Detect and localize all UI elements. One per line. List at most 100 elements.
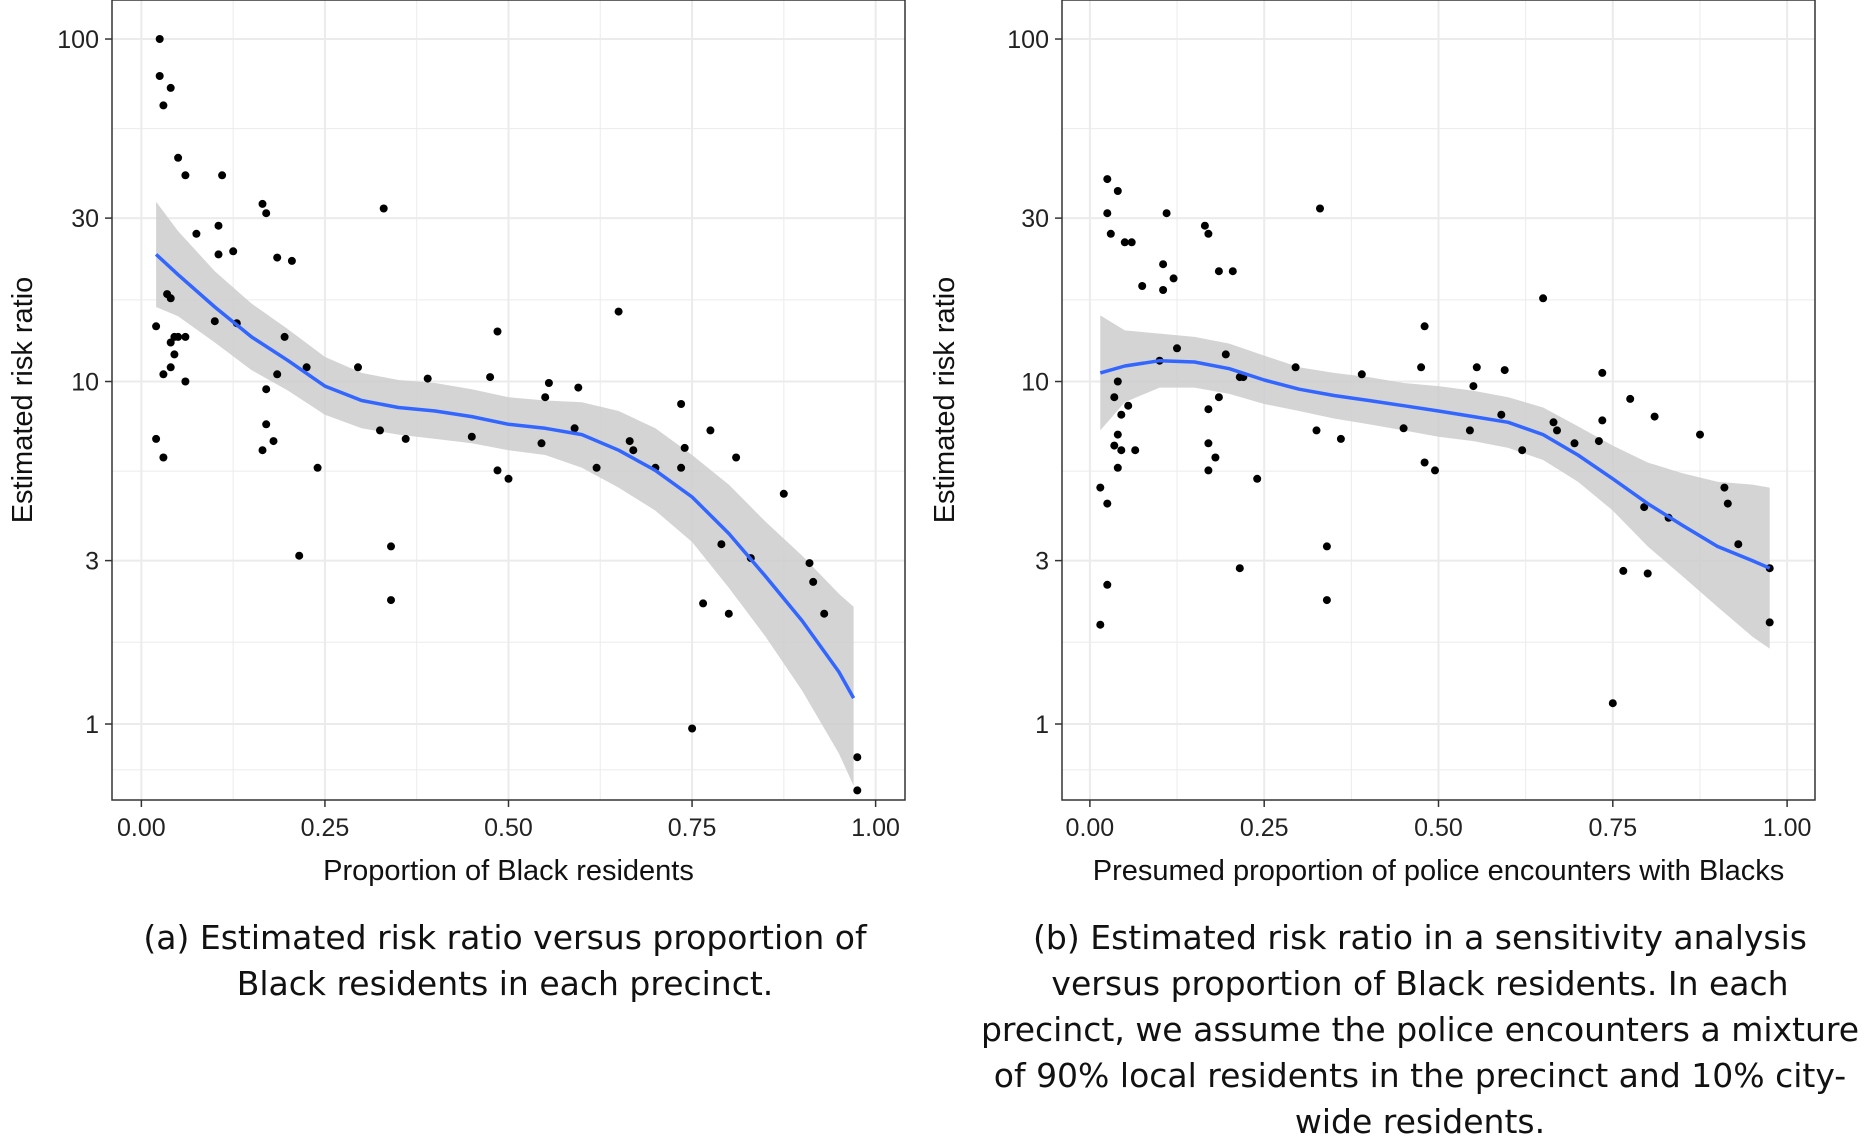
data-point bbox=[1549, 418, 1558, 427]
x-tick-label: 0.75 bbox=[668, 814, 717, 842]
data-point bbox=[1204, 405, 1213, 414]
data-point bbox=[295, 551, 304, 560]
data-point bbox=[1696, 430, 1704, 439]
data-point bbox=[688, 724, 697, 733]
data-point bbox=[1103, 209, 1112, 218]
data-point bbox=[537, 439, 546, 448]
x-tick-label: 1.00 bbox=[1763, 814, 1812, 842]
x-axis-title: Proportion of Black residents bbox=[323, 855, 694, 887]
data-point bbox=[1420, 322, 1429, 331]
data-point bbox=[218, 171, 227, 180]
data-point bbox=[1336, 434, 1345, 443]
confidence-band bbox=[1100, 315, 1770, 649]
data-point bbox=[1539, 294, 1548, 303]
data-point bbox=[229, 247, 238, 256]
data-point bbox=[152, 434, 161, 443]
data-point bbox=[724, 609, 733, 618]
data-point bbox=[1417, 363, 1426, 372]
data-point bbox=[159, 101, 168, 110]
caption-panel-a: (a) Estimated risk ratio versus proporti… bbox=[143, 918, 867, 1003]
data-point bbox=[809, 577, 818, 586]
data-point bbox=[592, 463, 601, 472]
data-point bbox=[493, 466, 502, 475]
data-point bbox=[376, 426, 384, 435]
x-tick-label: 0.00 bbox=[117, 814, 166, 842]
y-tick-label: 30 bbox=[1021, 205, 1049, 233]
data-point bbox=[1113, 430, 1122, 439]
data-point bbox=[1204, 466, 1213, 475]
data-point bbox=[1640, 503, 1649, 512]
data-point bbox=[1169, 274, 1178, 283]
figure-charts: 0.00 0.25 0.50 0.75 1.00 1 3 10 30 100 Proportion … bbox=[7, 0, 1816, 887]
data-point bbox=[677, 463, 686, 472]
data-point bbox=[302, 363, 311, 372]
data-point bbox=[1598, 416, 1607, 425]
data-point bbox=[493, 327, 502, 336]
data-point bbox=[174, 332, 183, 341]
data-point bbox=[192, 229, 201, 238]
x-tick-label: 0.75 bbox=[1588, 814, 1637, 842]
data-point bbox=[1214, 267, 1223, 276]
data-point bbox=[258, 199, 267, 208]
data-point bbox=[214, 221, 223, 230]
data-point bbox=[1626, 394, 1635, 403]
data-point bbox=[210, 317, 219, 326]
data-point bbox=[680, 443, 689, 452]
data-point bbox=[1420, 458, 1429, 467]
data-point bbox=[805, 559, 814, 568]
x-tick-label: 0.25 bbox=[301, 814, 350, 842]
data-point bbox=[1110, 393, 1119, 402]
data-point bbox=[1650, 412, 1659, 421]
data-point bbox=[423, 374, 432, 383]
data-point bbox=[401, 434, 410, 443]
data-point bbox=[1312, 426, 1321, 435]
data-point bbox=[152, 322, 161, 331]
data-point bbox=[280, 332, 289, 341]
data-point bbox=[387, 596, 395, 605]
data-point bbox=[1431, 466, 1439, 475]
data-point bbox=[181, 171, 190, 180]
data-point bbox=[574, 383, 583, 392]
data-point bbox=[159, 370, 168, 379]
data-point bbox=[379, 204, 388, 213]
data-point bbox=[262, 420, 271, 429]
data-point bbox=[1204, 439, 1213, 448]
data-point bbox=[181, 332, 190, 341]
data-point bbox=[1120, 238, 1129, 247]
panel-a-scatter-plot: 0.00 0.25 0.50 0.75 1.00 1 3 10 30 100 Proportion … bbox=[7, 0, 906, 887]
data-point bbox=[1221, 350, 1230, 359]
data-point bbox=[166, 338, 175, 347]
data-point bbox=[699, 599, 708, 608]
data-point bbox=[853, 786, 862, 795]
data-point bbox=[1211, 453, 1220, 462]
data-point bbox=[1253, 474, 1262, 483]
data-point bbox=[486, 373, 495, 382]
data-point bbox=[1228, 267, 1237, 276]
data-point bbox=[467, 432, 476, 441]
data-point bbox=[1110, 441, 1119, 450]
data-point bbox=[1723, 499, 1732, 508]
data-point bbox=[1173, 344, 1181, 353]
data-point bbox=[1117, 410, 1126, 419]
data-point bbox=[262, 385, 271, 394]
data-point bbox=[273, 253, 282, 262]
y-tick-label: 100 bbox=[1007, 26, 1049, 54]
data-point bbox=[1138, 282, 1147, 290]
data-point bbox=[155, 35, 164, 43]
data-point bbox=[1720, 483, 1729, 492]
data-point bbox=[1594, 437, 1603, 446]
data-point bbox=[1162, 209, 1171, 218]
data-point bbox=[1204, 229, 1213, 238]
data-point bbox=[625, 437, 634, 446]
data-point bbox=[504, 474, 513, 483]
y-tick-label: 10 bbox=[1021, 369, 1049, 397]
data-point bbox=[1235, 564, 1244, 573]
data-point bbox=[717, 540, 726, 549]
data-point bbox=[1159, 260, 1168, 269]
data-point bbox=[166, 294, 175, 303]
data-point bbox=[166, 363, 175, 372]
data-point bbox=[544, 379, 553, 387]
data-point bbox=[1159, 286, 1168, 294]
data-point bbox=[174, 153, 183, 162]
data-point bbox=[1291, 363, 1300, 372]
